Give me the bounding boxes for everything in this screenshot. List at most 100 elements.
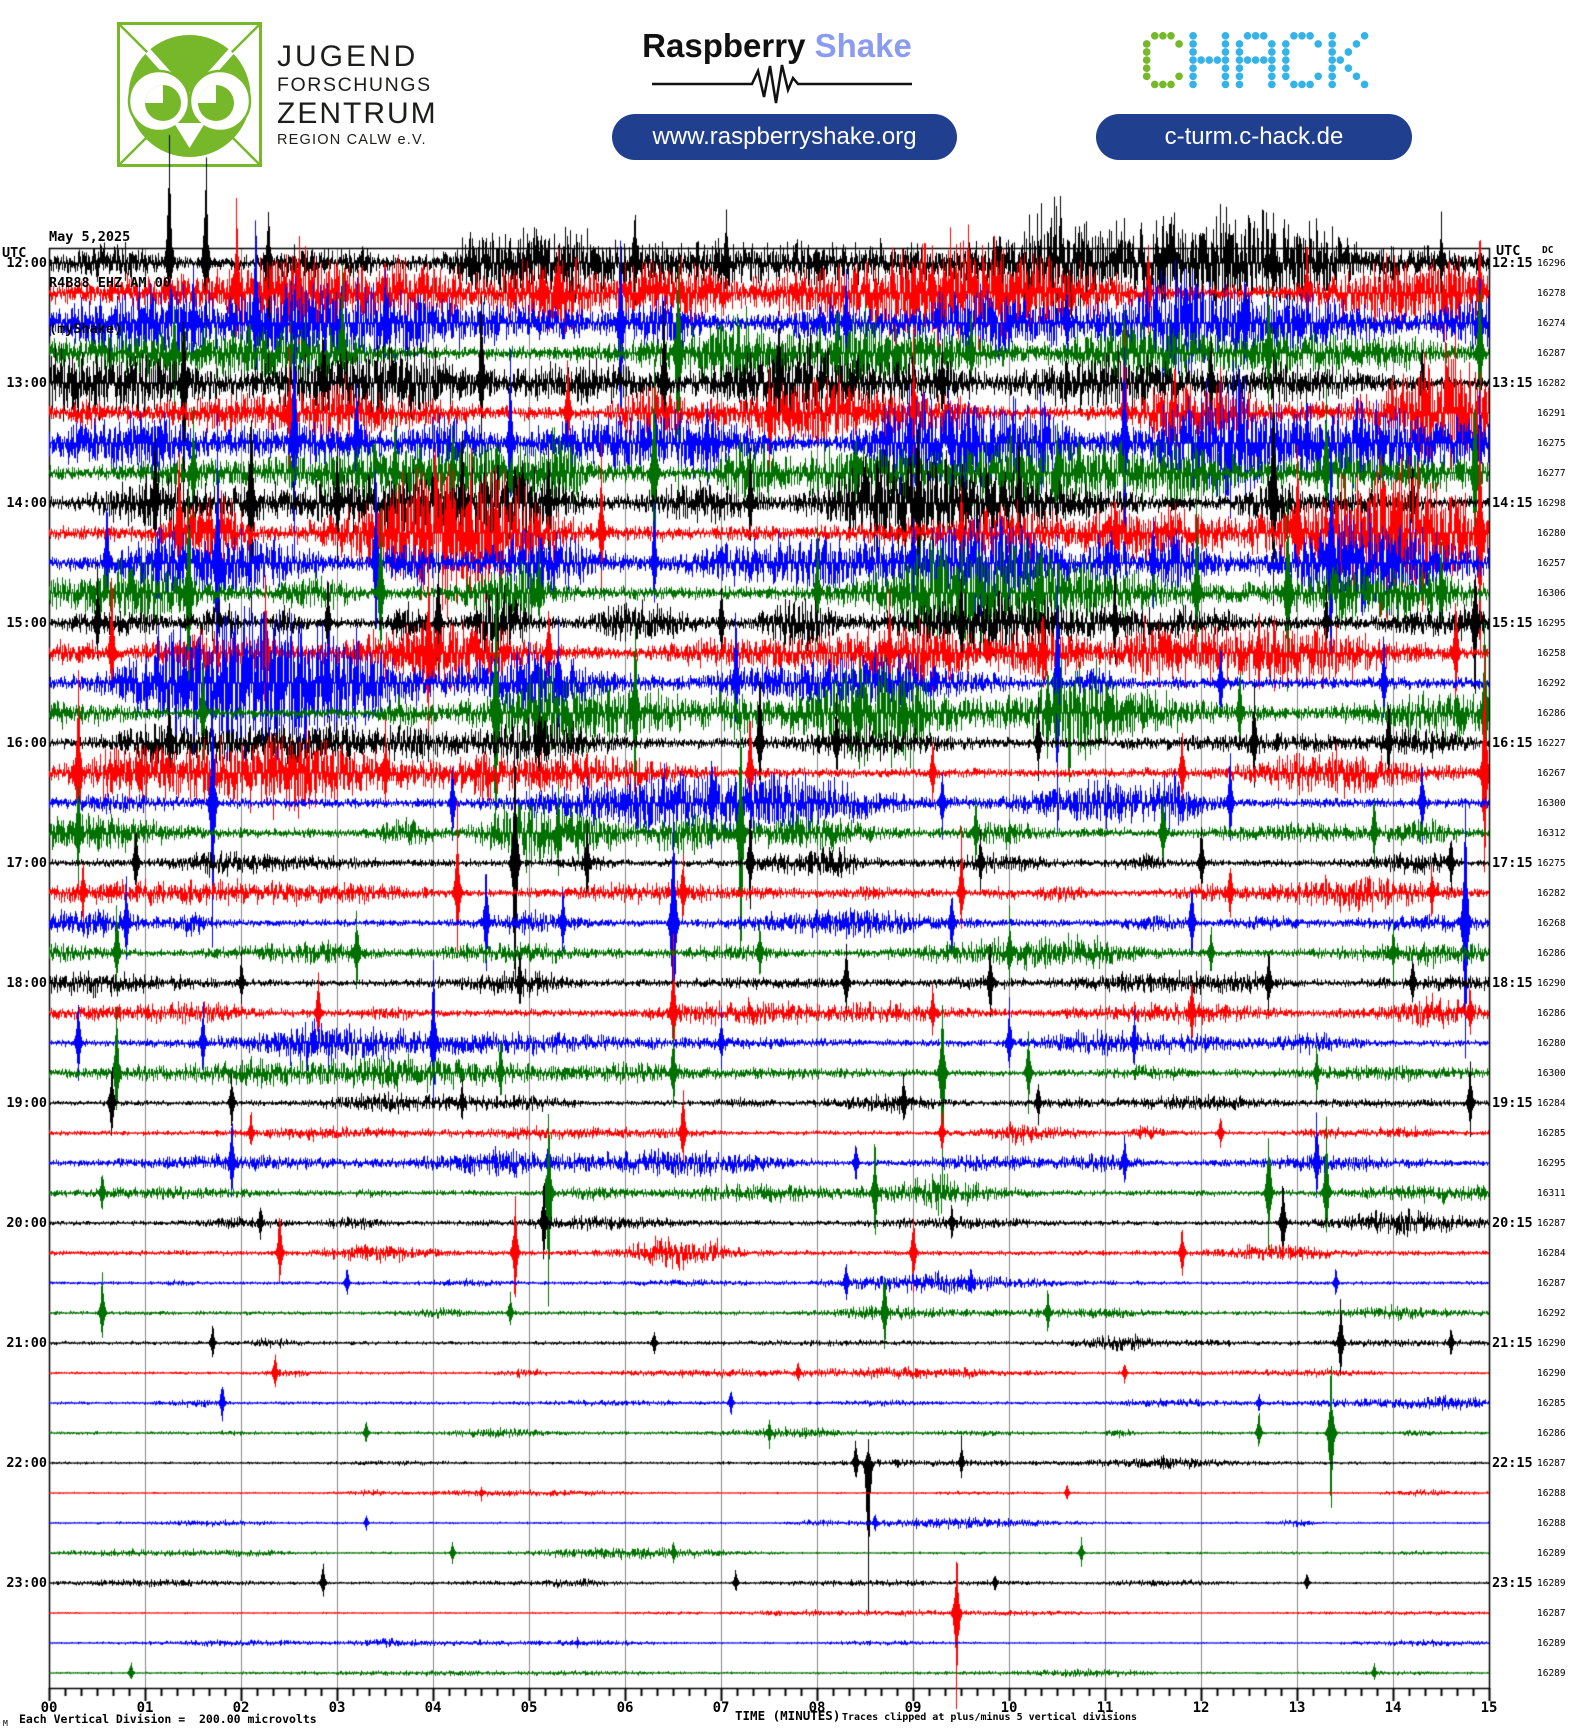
- left-utc-header: UTC: [2, 245, 27, 261]
- jfz-line-4: REGION CALW e.V.: [277, 131, 427, 148]
- dc-value: 16285: [1537, 1398, 1566, 1409]
- x-tick-label: 15: [1480, 1700, 1498, 1716]
- hour-label-right: 13:15: [1492, 375, 1533, 391]
- dc-value: 16277: [1537, 468, 1566, 479]
- dc-value: 16312: [1537, 828, 1566, 839]
- dc-value: 16284: [1537, 1248, 1566, 1259]
- hour-label-right: 16:15: [1492, 735, 1533, 751]
- dc-value: 16292: [1537, 1308, 1566, 1319]
- dc-value: 16274: [1537, 318, 1566, 329]
- hour-label-right: 20:15: [1492, 1215, 1533, 1231]
- hour-label-right: 19:15: [1492, 1095, 1533, 1111]
- dc-value: 16258: [1537, 648, 1566, 659]
- raspberryshake-link[interactable]: www.raspberryshake.org: [612, 114, 957, 160]
- jfz-line-3: ZENTRUM: [277, 96, 438, 130]
- hour-label-right: 18:15: [1492, 975, 1533, 991]
- dc-value: 16288: [1537, 1518, 1566, 1529]
- dc-value: 16311: [1537, 1188, 1566, 1199]
- hour-label-left: 13:00: [6, 375, 47, 391]
- hour-label-left: 21:00: [6, 1335, 47, 1351]
- dc-value: 16280: [1537, 1038, 1566, 1049]
- dc-value: 16285: [1537, 1128, 1566, 1139]
- hour-label-left: 15:00: [6, 615, 47, 631]
- dc-value: 16289: [1537, 1548, 1566, 1559]
- station-info: May 5,2025 R4B88 EHZ AM 00 (myShake): [49, 199, 171, 368]
- page-header: JUGEND FORSCHUNGS ZENTRUM REGION CALW e.…: [0, 0, 1570, 170]
- x-tick-label: 04: [424, 1700, 442, 1716]
- dc-value: 16290: [1537, 1338, 1566, 1349]
- hour-label-left: 16:00: [6, 735, 47, 751]
- hour-label-right: 21:15: [1492, 1335, 1533, 1351]
- dc-value: 16295: [1537, 618, 1566, 629]
- hour-label-left: 23:00: [6, 1575, 47, 1591]
- hour-label-right: 14:15: [1492, 495, 1533, 511]
- dc-value: 16287: [1537, 1608, 1566, 1619]
- station-id: R4B88 EHZ AM 00: [49, 275, 171, 292]
- raspberry-word: Raspberry: [642, 27, 806, 64]
- dc-value: 16278: [1537, 288, 1566, 299]
- dc-value: 16287: [1537, 348, 1566, 359]
- dc-value: 16290: [1537, 978, 1566, 989]
- hour-label-left: 22:00: [6, 1455, 47, 1471]
- dc-value: 16267: [1537, 768, 1566, 779]
- dc-value: 16286: [1537, 948, 1566, 959]
- dc-value: 16257: [1537, 558, 1566, 569]
- dc-value: 16298: [1537, 498, 1566, 509]
- dc-value: 16300: [1537, 1068, 1566, 1079]
- vertical-scale-note: Each Vertical Division = 200.00 microvol…: [19, 1712, 317, 1726]
- dc-value: 16286: [1537, 1008, 1566, 1019]
- hour-label-left: 20:00: [6, 1215, 47, 1231]
- hour-label-left: 19:00: [6, 1095, 47, 1111]
- hour-label-right: 15:15: [1492, 615, 1533, 631]
- dc-value: 16268: [1537, 918, 1566, 929]
- dc-value: 16300: [1537, 798, 1566, 809]
- chack-link[interactable]: c-turm.c-hack.de: [1096, 114, 1412, 160]
- hour-label-right: 22:15: [1492, 1455, 1533, 1471]
- clip-note: Traces clipped at plus/minus 5 vertical …: [842, 1712, 1138, 1723]
- dc-value: 16289: [1537, 1668, 1566, 1679]
- x-tick-label: 14: [1384, 1700, 1402, 1716]
- dc-value: 16292: [1537, 678, 1566, 689]
- dc-value: 16295: [1537, 1158, 1566, 1169]
- shake-word: Shake: [814, 27, 912, 64]
- dc-value: 16280: [1537, 528, 1566, 539]
- chack-logo: [1143, 31, 1369, 89]
- hour-label-right: 23:15: [1492, 1575, 1533, 1591]
- footer-scale-mark: M: [3, 1719, 8, 1728]
- jfz-owl-logo: [117, 22, 262, 167]
- jfz-wordmark: JUGEND FORSCHUNGS ZENTRUM REGION CALW e.…: [277, 42, 438, 147]
- x-tick-label: 03: [328, 1700, 346, 1716]
- dc-value: 16282: [1537, 378, 1566, 389]
- dc-value: 16296: [1537, 258, 1566, 269]
- dc-value: 16289: [1537, 1578, 1566, 1589]
- dc-value: 16286: [1537, 708, 1566, 719]
- raspberry-shake-wordmark: Raspberry Shake: [577, 27, 977, 65]
- dc-header: DC: [1542, 245, 1554, 256]
- hour-label-left: 14:00: [6, 495, 47, 511]
- dc-value: 16282: [1537, 888, 1566, 899]
- dc-value: 16287: [1537, 1278, 1566, 1289]
- hour-label-left: 17:00: [6, 855, 47, 871]
- dc-value: 16290: [1537, 1368, 1566, 1379]
- x-tick-label: 06: [616, 1700, 634, 1716]
- jfz-line-2: FORSCHUNGS: [277, 74, 432, 96]
- dc-value: 16287: [1537, 1218, 1566, 1229]
- station-network: (myShake): [49, 321, 123, 338]
- dc-value: 16284: [1537, 1098, 1566, 1109]
- x-tick-label: 13: [1288, 1700, 1306, 1716]
- dc-value: 16291: [1537, 408, 1566, 419]
- hour-label-left: 18:00: [6, 975, 47, 991]
- dc-value: 16306: [1537, 588, 1566, 599]
- dc-value: 16289: [1537, 1638, 1566, 1649]
- hour-label-right: 17:15: [1492, 855, 1533, 871]
- dc-value: 16275: [1537, 438, 1566, 449]
- x-tick-label: 05: [520, 1700, 538, 1716]
- dc-value: 16288: [1537, 1488, 1566, 1499]
- x-tick-label: 12: [1192, 1700, 1210, 1716]
- jfz-line-1: JUGEND: [277, 40, 419, 73]
- dc-value: 16287: [1537, 1458, 1566, 1469]
- right-utc-header: UTC: [1496, 243, 1521, 259]
- dc-value: 16286: [1537, 1428, 1566, 1439]
